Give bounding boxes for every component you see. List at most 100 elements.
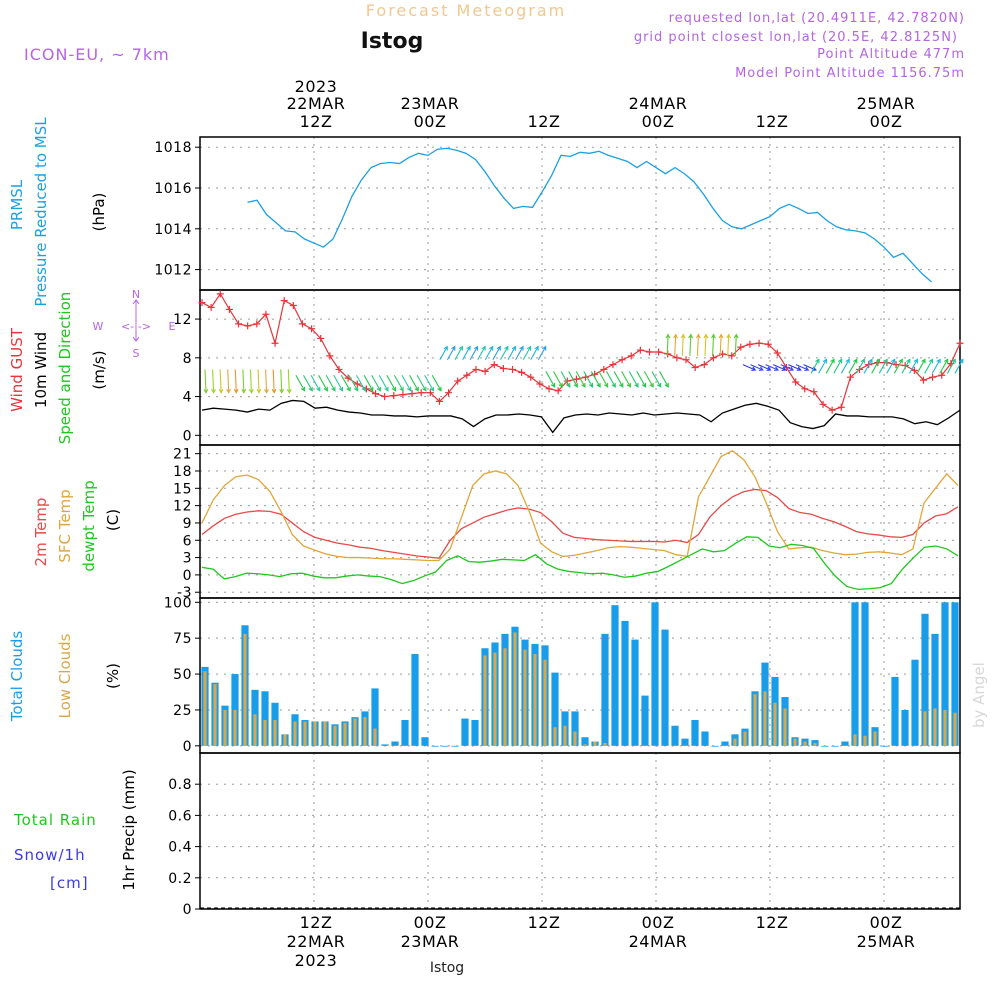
wind-arrow: [446, 345, 456, 361]
low-cloud-bar: [483, 655, 487, 746]
top-axis-date: 22MAR: [287, 94, 346, 113]
wind-arrow: [772, 364, 787, 371]
wind-arrow: [439, 345, 448, 361]
side-labels: PRMSL Pressure Reduced to MSL (hPa) Wind GU…: [8, 117, 176, 892]
y-tick-label: 50: [173, 667, 192, 683]
wind-arrow: [621, 371, 631, 388]
total-cloud-bar: [721, 741, 729, 746]
gust-marker: [481, 367, 489, 375]
total-cloud-bar: [671, 725, 679, 746]
wind-arrow: [688, 333, 694, 356]
total-cloud-bar: [841, 741, 849, 746]
low-cloud-bar: [593, 741, 597, 746]
wind-arrow: [295, 374, 306, 392]
total-cloud-bar: [441, 745, 449, 747]
pressure-label-prmsl: PRMSL: [8, 179, 26, 230]
wind-arrow: [211, 369, 216, 394]
wind-label-10m: 10m Wind: [32, 332, 50, 408]
gust-marker: [846, 373, 854, 381]
total-cloud-bar: [431, 745, 439, 747]
wind-arrow: [871, 358, 881, 374]
gust-marker: [390, 392, 398, 400]
gust-marker: [792, 378, 800, 386]
gust-marker: [536, 380, 544, 388]
y-tick-label: 1016: [154, 181, 192, 197]
top-axis-hour: 00Z: [870, 112, 903, 131]
gust-marker: [810, 388, 818, 396]
series-10m-wind-line: [201, 399, 961, 434]
wind-arrow: [241, 369, 247, 394]
low-cloud-bar: [503, 648, 507, 746]
wind-arrow: [325, 374, 336, 392]
low-cloud-bar: [223, 709, 227, 746]
wind-arrow: [590, 371, 601, 388]
wind-arrow: [378, 374, 389, 392]
low-cloud-bar: [283, 734, 287, 746]
wind-arrow: [537, 345, 547, 361]
total-cloud-bar: [631, 639, 639, 746]
wind-arrow: [628, 371, 639, 388]
wind-arrow: [718, 333, 724, 356]
gust-marker: [518, 368, 526, 376]
y-tick-label: 0.2: [168, 871, 192, 887]
low-cloud-bar: [743, 731, 747, 746]
gust-marker: [408, 390, 416, 398]
compass-icon: N S W <-|-> E: [93, 288, 176, 360]
total-cloud-bar: [551, 672, 559, 746]
gust-marker: [235, 320, 243, 328]
wind-arrow: [840, 358, 850, 374]
y-tick-label: 21: [173, 447, 192, 463]
wind-arrow: [431, 374, 442, 392]
clouds-unit: (%): [104, 663, 122, 689]
wind-arrow: [386, 374, 397, 392]
chart-title: Forecast Meteogram: [366, 1, 566, 20]
top-axis-hour: 12Z: [528, 112, 561, 131]
low-cloud-bar: [213, 684, 217, 746]
total-cloud-bar: [621, 620, 629, 746]
wind-arrow: [530, 345, 539, 361]
total-cloud-bar: [411, 653, 419, 746]
requested-coords: requested lon,lat (20.4911E, 42.7820N): [669, 11, 965, 26]
low-cloud-bar: [373, 728, 377, 746]
wind-arrow: [469, 345, 479, 361]
wind-arrow: [477, 345, 486, 361]
gust-marker: [828, 406, 836, 414]
clouds-label-low: Low Clouds: [56, 633, 74, 718]
wind-arrow: [613, 371, 624, 388]
footer-station: Istog: [430, 960, 464, 976]
wind-arrow: [218, 369, 224, 394]
top-axis-date: 23MAR: [401, 94, 460, 113]
clouds-label-total: Total Clouds: [8, 631, 26, 723]
gust-marker: [353, 380, 361, 388]
low-cloud-bar: [783, 708, 787, 746]
low-cloud-bar: [753, 694, 757, 746]
wind-arrow: [560, 371, 571, 388]
gust-marker: [618, 356, 626, 364]
wind-arrow: [916, 358, 926, 374]
wind-arrow: [651, 371, 662, 388]
gust-marker: [910, 366, 918, 374]
gust-marker: [225, 305, 233, 313]
wind-arrow: [568, 371, 578, 388]
panels: 101210141016101804812-303691215182102550…: [154, 136, 964, 918]
y-tick-label: 15: [173, 481, 192, 497]
y-tick-label: 25: [173, 703, 192, 719]
wind-arrow: [248, 369, 254, 394]
gust-marker: [454, 377, 462, 385]
bottom-axis-hour: 00Z: [414, 913, 447, 932]
low-cloud-bar: [513, 632, 517, 746]
total-cloud-bar: [641, 695, 649, 746]
wind-arrow: [340, 374, 351, 392]
wind-arrow: [598, 371, 609, 388]
y-tick-label: 0: [183, 568, 192, 584]
wind-arrow: [515, 345, 524, 361]
wind-arrow: [680, 333, 686, 356]
low-cloud-bar: [363, 717, 367, 746]
wind-direction-arrows: [203, 333, 964, 394]
low-cloud-bar: [583, 744, 587, 746]
wind-arrow: [833, 358, 843, 374]
series-sfc-temp-line: [201, 450, 959, 562]
bottom-axis-hour: 00Z: [870, 913, 903, 932]
gust-marker: [819, 400, 827, 408]
